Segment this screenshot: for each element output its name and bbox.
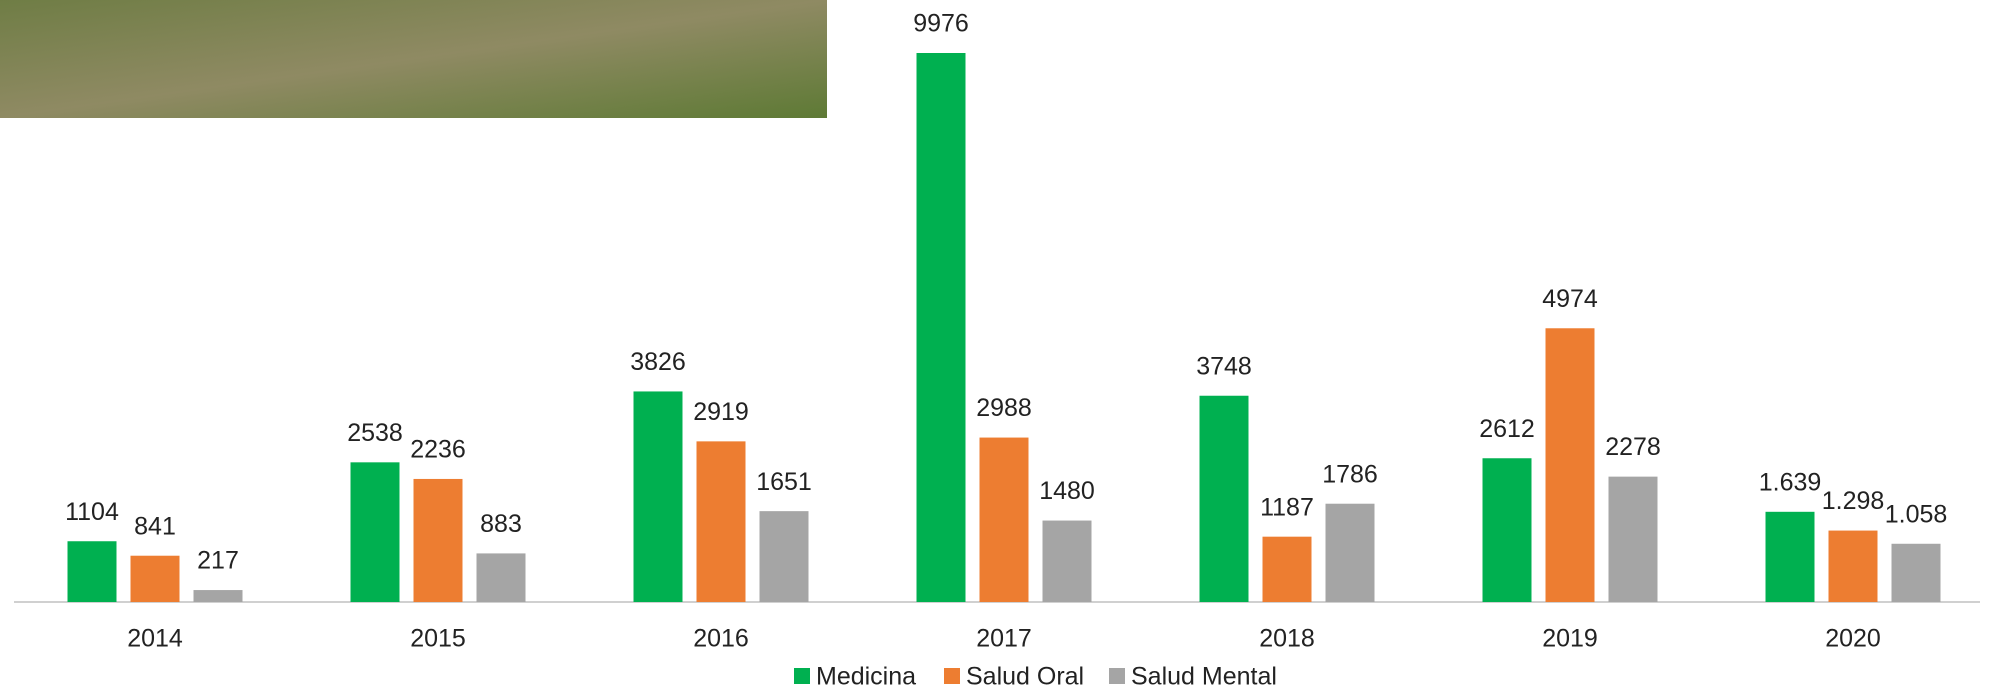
bar xyxy=(1325,503,1375,602)
bar xyxy=(1765,511,1815,602)
data-label: 3748 xyxy=(1196,352,1252,380)
data-label: 2919 xyxy=(693,398,749,426)
bar xyxy=(1262,536,1312,602)
bar xyxy=(1042,520,1092,602)
data-label: 2538 xyxy=(347,419,403,447)
x-tick-label: 2016 xyxy=(693,625,749,653)
legend-swatch xyxy=(1109,668,1125,684)
bar xyxy=(130,555,180,602)
data-label: 1187 xyxy=(1260,493,1314,521)
data-label: 1651 xyxy=(756,468,812,496)
bar xyxy=(979,437,1029,602)
data-label: 1.298 xyxy=(1822,487,1885,515)
data-label: 1.058 xyxy=(1885,500,1948,528)
data-label: 1104 xyxy=(65,498,119,526)
data-label: 1786 xyxy=(1322,460,1378,488)
bar xyxy=(1828,530,1878,602)
x-tick-label: 2014 xyxy=(127,625,183,653)
data-label: 883 xyxy=(480,510,522,538)
bar xyxy=(350,462,400,602)
x-tick-label: 2019 xyxy=(1542,625,1598,653)
x-tick-label: 2018 xyxy=(1259,625,1315,653)
legend-swatch xyxy=(794,668,810,684)
bar xyxy=(1891,543,1941,602)
bar xyxy=(759,511,809,602)
legend-label: Salud Mental xyxy=(1131,663,1277,691)
data-label: 1480 xyxy=(1039,477,1095,505)
bar xyxy=(633,391,683,602)
data-label: 841 xyxy=(134,512,176,540)
data-label: 217 xyxy=(197,547,239,575)
data-label: 2278 xyxy=(1605,433,1661,461)
legend-swatch xyxy=(944,668,960,684)
photo xyxy=(0,0,827,118)
x-tick-label: 2017 xyxy=(976,625,1032,653)
data-label: 4974 xyxy=(1542,285,1598,313)
bar xyxy=(1482,458,1532,602)
bar xyxy=(413,478,463,602)
bar xyxy=(193,590,243,602)
bar xyxy=(1545,328,1595,602)
bar xyxy=(476,553,526,602)
data-label: 2988 xyxy=(976,394,1032,422)
bar xyxy=(1608,476,1658,602)
legend-label: Medicina xyxy=(816,663,916,691)
x-tick-label: 2015 xyxy=(410,625,466,653)
data-label: 2612 xyxy=(1479,415,1535,443)
legend-label: Salud Oral xyxy=(966,663,1084,691)
data-label: 9976 xyxy=(913,10,969,38)
x-tick-label: 2020 xyxy=(1825,625,1881,653)
data-label: 1.639 xyxy=(1759,468,1822,496)
bar xyxy=(1199,395,1249,602)
data-label: 2236 xyxy=(410,436,466,464)
data-label: 3826 xyxy=(630,348,686,376)
bar xyxy=(696,441,746,602)
bar xyxy=(916,53,966,602)
bar xyxy=(67,541,117,602)
